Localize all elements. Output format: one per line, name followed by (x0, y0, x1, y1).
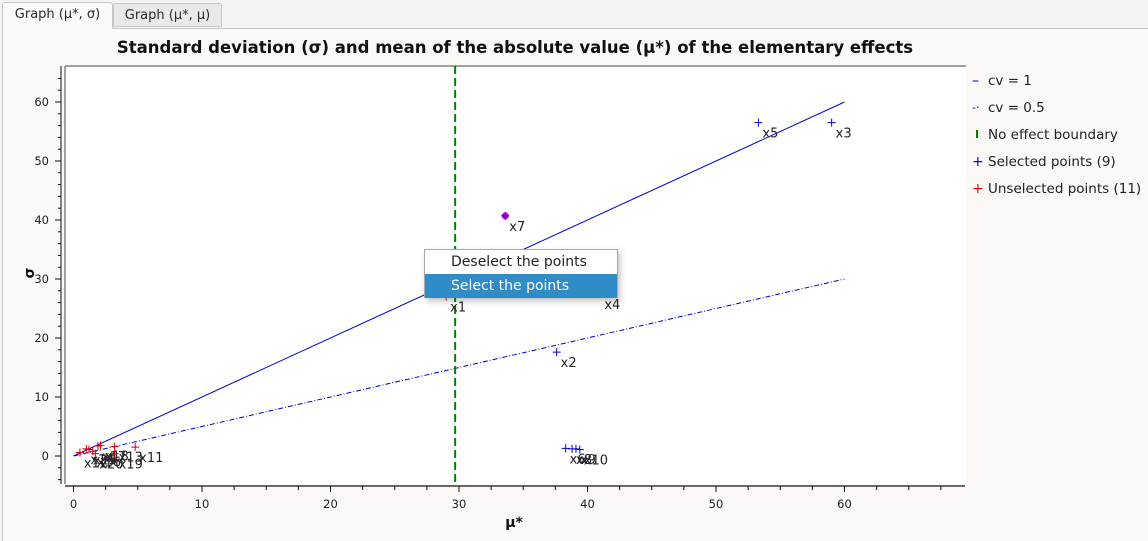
point-label: x18 (104, 449, 128, 464)
point-label: x4 (604, 298, 620, 313)
point-marker (84, 445, 93, 454)
legend-item-unselected: + Unselected points (11) (972, 175, 1141, 202)
point-label: x20 (99, 458, 123, 473)
legend-label: No effect boundary (988, 126, 1118, 143)
legend-item-cv1: – cv = 1 (972, 67, 1141, 94)
point-label: x16 (97, 455, 121, 470)
y-tick-label: 20 (34, 331, 49, 345)
point-marker (754, 118, 763, 127)
select-points-menu-item[interactable]: Select the points (425, 274, 617, 298)
point-label: x7 (509, 220, 525, 235)
point-label: x13 (119, 451, 143, 466)
vertical-bar-icon: I (975, 128, 980, 141)
legend-label: Selected points (9) (988, 153, 1116, 170)
y-tick-label: 30 (34, 272, 49, 286)
point-label: x3 (836, 127, 852, 142)
point-label: x11 (139, 451, 163, 466)
point-label: x8 (576, 453, 592, 468)
context-menu: Deselect the points Select the points (424, 249, 618, 298)
point-label: x12 (84, 456, 108, 471)
legend-label: cv = 1 (988, 72, 1032, 89)
y-tick-label: 40 (34, 213, 49, 227)
point-marker (75, 448, 84, 457)
x-tick-label: 40 (580, 497, 595, 511)
x-tick-label: 30 (452, 497, 467, 511)
point-marker (131, 443, 140, 452)
point-label: x6 (570, 452, 586, 467)
point-label: x14 (90, 453, 114, 468)
y-tick-label: 50 (34, 154, 49, 168)
point-label: x17 (102, 450, 126, 465)
point-label: x15 (93, 454, 117, 469)
point-marker (575, 445, 584, 454)
solid-line-icon: – (972, 72, 979, 89)
point-label: x9 (580, 453, 596, 468)
point-label: x19 (119, 458, 143, 473)
point-marker (96, 441, 105, 450)
y-axis-label: σ (22, 267, 38, 278)
y-tick-label: 60 (34, 95, 49, 109)
point-marker (91, 449, 100, 458)
legend-item-cv05: -· cv = 0.5 (972, 94, 1141, 121)
x-tick-label: 0 (70, 497, 77, 511)
tab-graph-mu-sigma[interactable]: Graph (μ*, σ) (2, 2, 113, 29)
point-label: x2 (561, 356, 577, 371)
point-label: x5 (762, 127, 778, 142)
point-marker (110, 449, 119, 458)
point-marker (571, 444, 580, 453)
legend-item-selected: + Selected points (9) (972, 148, 1141, 175)
x-axis-label: μ* (505, 515, 523, 531)
point-marker (552, 348, 561, 357)
legend-label: Unselected points (11) (988, 180, 1142, 197)
point-marker (827, 118, 836, 127)
x-tick-label: 50 (709, 497, 724, 511)
legend: – cv = 1 -· cv = 0.5 I No effect boundary +… (972, 67, 1141, 202)
dashdot-line-icon: -· (972, 101, 980, 114)
y-tick-label: 10 (34, 390, 49, 404)
x-tick-label: 20 (323, 497, 338, 511)
point-marker (110, 442, 119, 451)
cv05-line (73, 278, 845, 457)
chart-title: Standard deviation (σ) and mean of the a… (116, 38, 914, 57)
x-tick-label: 10 (195, 497, 210, 511)
point-marker (501, 211, 510, 220)
x-tick-label: 60 (837, 497, 852, 511)
plus-marker-icon: + (972, 180, 984, 197)
point-marker (561, 444, 570, 453)
legend-label: cv = 0.5 (988, 99, 1045, 116)
y-tick-label: 0 (42, 449, 49, 463)
point-label: x10 (584, 454, 608, 469)
point-label: x1 (450, 301, 466, 316)
deselect-points-menu-item[interactable]: Deselect the points (451, 254, 587, 270)
plus-marker-icon: + (972, 153, 984, 170)
tab-bar: Graph (μ*, μ) Graph (μ*, σ) (0, 0, 1148, 29)
tab-graph-mu-mu[interactable]: Graph (μ*, μ) (113, 3, 222, 27)
legend-item-boundary: I No effect boundary (972, 121, 1141, 148)
